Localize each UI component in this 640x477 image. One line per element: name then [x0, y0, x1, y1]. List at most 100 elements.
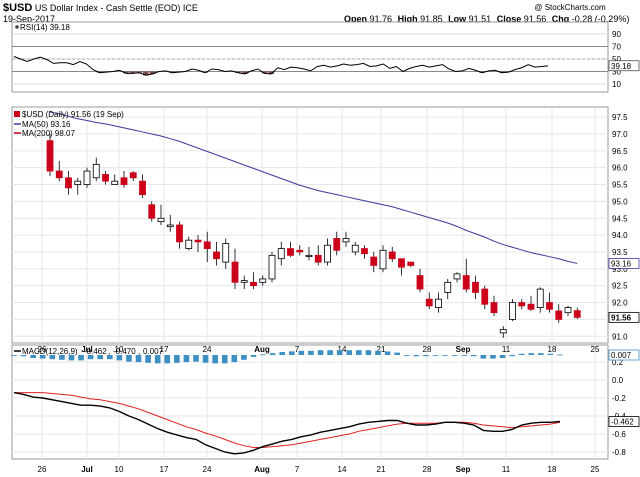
macd-legend-hist: 0.007 [143, 347, 164, 356]
candle-body [176, 224, 183, 243]
macd-legend-macd: -0.462 [84, 347, 107, 356]
chart-header: $USD US Dollar Index - Cash Settle (EOD)… [3, 2, 198, 14]
rsi-oversold-fill [96, 71, 512, 76]
price-y-tick-label: 94.5 [612, 214, 628, 223]
instrument-name: US Dollar Index - Cash Settle (EOD) ICE [34, 3, 198, 13]
macd-y-tick-label: -0.2 [612, 394, 626, 403]
candle-body [555, 310, 563, 320]
macd-tag-bg [608, 416, 640, 427]
candle-body [194, 239, 202, 243]
open-label: Open [344, 14, 368, 24]
rsi-y-tick-label: 10 [612, 80, 621, 89]
candle-body [287, 248, 294, 256]
low-value: 91.51 [468, 14, 492, 24]
close-tag-bg [608, 311, 640, 323]
price-y-tick-label: 94.0 [612, 231, 628, 240]
price-x-tick-label: 10 [115, 345, 124, 354]
price-panel-frame [11, 106, 609, 344]
macd-histogram-bar [442, 355, 448, 356]
rsi-last-value-box [608, 60, 640, 72]
candle-body [157, 217, 165, 223]
candle-body [462, 275, 470, 290]
candle-body [481, 288, 489, 305]
macd-tag-label: -0.462 [611, 418, 634, 427]
macd-histogram-bar [68, 355, 75, 361]
macd-histogram-bar [547, 353, 554, 355]
price-y-tick-label: 96.0 [612, 164, 628, 173]
macd-histogram-bar [154, 355, 161, 364]
candle-body [268, 254, 276, 280]
ma200-legend-label: MA(200) 98.07 [22, 129, 75, 138]
close-price-tag [608, 311, 640, 323]
price-x-tick-label: 7 [295, 345, 300, 354]
price-x-tick-label: 11 [502, 345, 511, 354]
macd-histogram-bar [403, 355, 410, 356]
price-y-tick-label: 95.0 [612, 197, 628, 206]
candle-body [296, 249, 304, 253]
macd-histogram-bar [298, 350, 305, 355]
macd-histogram-bar [202, 355, 209, 363]
macd-histogram-bar [528, 353, 535, 355]
symbol: $USD [3, 2, 33, 14]
low-label: Low [448, 14, 467, 24]
macd-x-tick-label: 25 [591, 465, 600, 474]
macd-histogram-bar [375, 350, 381, 355]
macd-histogram-bar [432, 355, 439, 356]
macd-histogram-bar [241, 355, 247, 360]
candle-body [361, 248, 368, 255]
macd-histogram-bar [174, 355, 180, 363]
macd-histogram-bar [480, 355, 487, 359]
candle-body [250, 281, 257, 287]
macd-histogram-bar [279, 352, 286, 355]
candle-body [102, 174, 109, 182]
rsi-y-tick-label: 70 [612, 43, 621, 52]
macd-histogram-bar [30, 355, 36, 358]
macd-histogram-bar [260, 354, 266, 356]
high-value: 91.85 [420, 14, 443, 24]
candle-body [425, 298, 433, 307]
candle-body [120, 177, 128, 185]
candle-body [416, 275, 424, 290]
macd-histogram-bar [78, 355, 84, 361]
candle-body [83, 170, 91, 185]
rsi-y-tick-label: 50 [612, 55, 621, 64]
price-x-tick-label: 21 [377, 345, 386, 354]
macd-histogram-bar [49, 355, 56, 360]
candle-body [92, 163, 100, 179]
close-tag-label: 91.56 [611, 313, 632, 322]
macd-x-tick-label: Aug [254, 465, 270, 474]
macd-legend-sep: , [108, 347, 110, 356]
macd-value-tag [608, 416, 640, 427]
price-x-tick-label: 25 [591, 345, 600, 354]
macd-histogram-bar [356, 350, 362, 355]
ma50-price-tag [608, 258, 640, 269]
macd-histogram-bar [394, 352, 400, 355]
macd-histogram-bar [317, 350, 324, 355]
candle-body [277, 248, 285, 260]
candle-body [148, 204, 156, 219]
macd-histogram-bar [288, 351, 295, 355]
macd-y-tick-label: -0.8 [612, 448, 626, 457]
macd-histogram-bar [384, 351, 391, 355]
candle-body [518, 302, 526, 307]
ma50-tag-bg [608, 258, 640, 269]
macd-histogram-bar [557, 354, 563, 356]
price-y-tick-label: 92.0 [612, 299, 628, 308]
macd-histogram-bar [135, 355, 142, 363]
candle-body [536, 288, 544, 308]
price-x-tick-label: Jul [81, 345, 93, 354]
macd-hist-tag-label: 0.007 [611, 351, 632, 360]
macd-x-tick-label: 18 [548, 465, 557, 474]
macd-histogram-bar [365, 350, 372, 355]
price-x-tick-label: 28 [423, 345, 432, 354]
candle-body [213, 251, 220, 260]
macd-histogram-bar [451, 355, 458, 356]
high-label: High [397, 14, 418, 24]
price-y-tick-label: 92.5 [612, 282, 628, 291]
macd-histogram-bar [212, 355, 218, 364]
macd-legend-sep: , [138, 347, 140, 356]
macd-histogram-bar [538, 353, 544, 355]
rsi-last-value-bg [608, 60, 640, 72]
macd-histogram-bar [250, 355, 257, 357]
candle-body [546, 302, 553, 310]
